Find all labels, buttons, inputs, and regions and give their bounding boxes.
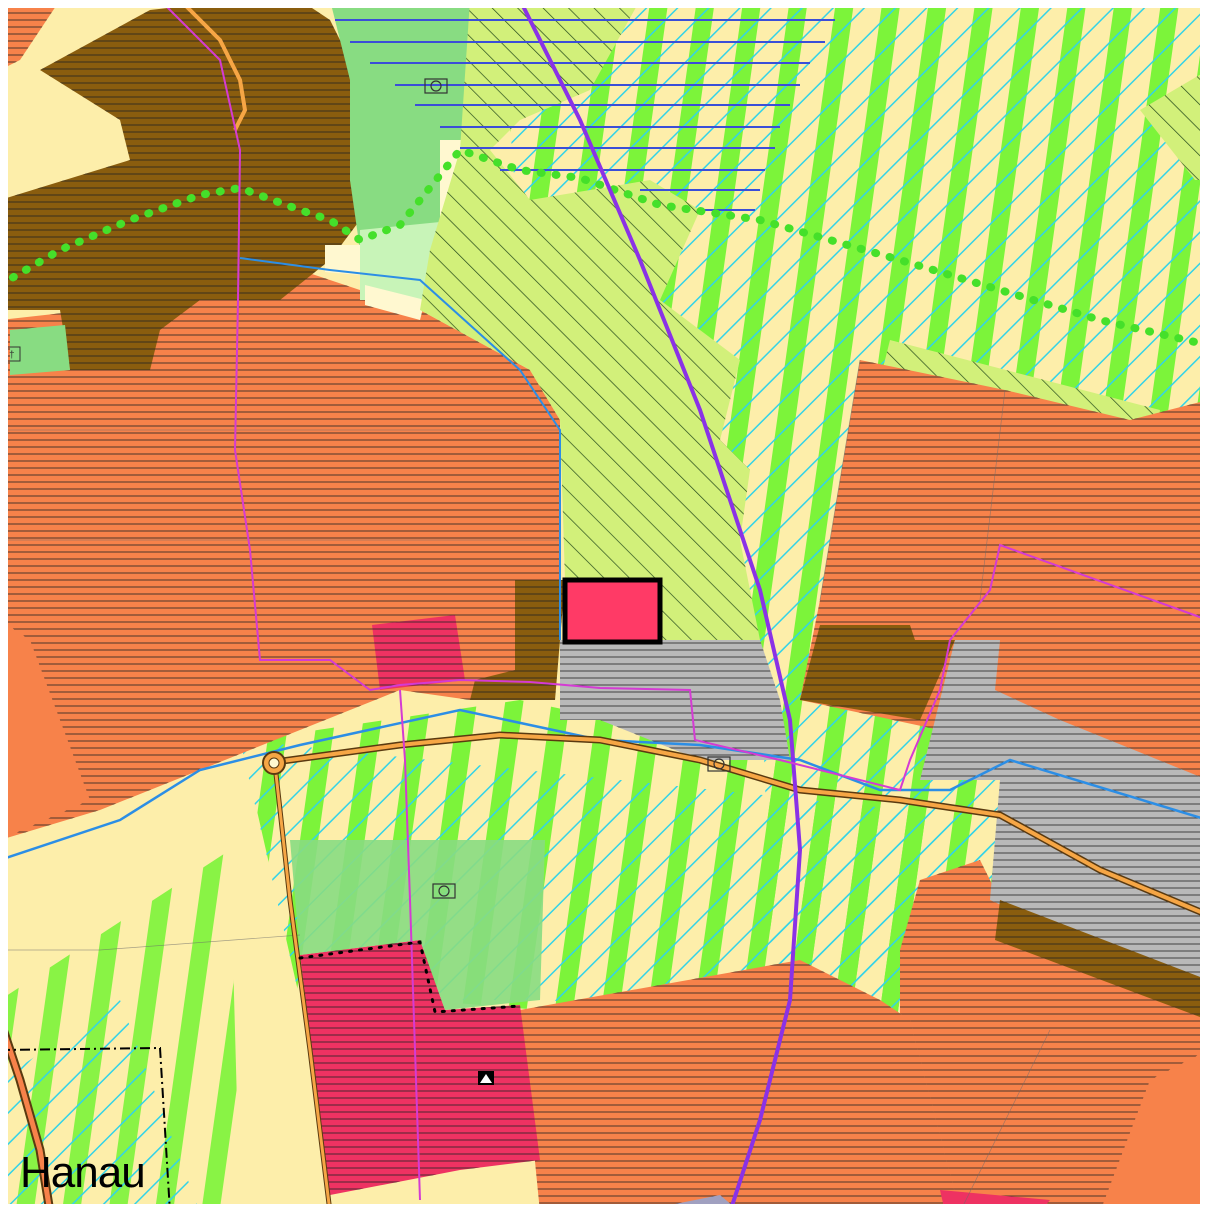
boundary-south (399, 689, 421, 1201)
circle-in-box-icon[interactable] (707, 756, 731, 772)
river-line (0, 708, 1208, 862)
circle-in-box-icon[interactable] (424, 78, 448, 94)
green-area-south (290, 840, 545, 1010)
place-label-hanau: Hanau (20, 1148, 146, 1197)
parcel-lines (0, 359, 1051, 1212)
svg-text:†: † (9, 350, 15, 361)
settlement-zone-west (0, 0, 560, 840)
industrial-zone-centre (470, 580, 1208, 1020)
district-boundary (159, 0, 1208, 792)
special-use-zones (300, 615, 1050, 1212)
commercial-zone (560, 640, 1208, 1212)
industrial-zone-nw (0, 0, 360, 370)
stream-line (239, 257, 561, 640)
green-dotted-line (0, 145, 1208, 349)
settlement-strip-west (0, 620, 90, 840)
black-dotted-boundary (298, 940, 522, 1014)
highlighted-parcel[interactable] (562, 577, 663, 645)
circle-in-box-icon[interactable] (432, 883, 456, 899)
settlement-zone-south (520, 960, 1208, 1212)
railway-line (518, 0, 803, 1212)
triangle-marker-icon[interactable] (478, 1071, 494, 1085)
roundabout-icon[interactable] (262, 751, 286, 775)
municipal-boundary (0, 1046, 171, 1212)
